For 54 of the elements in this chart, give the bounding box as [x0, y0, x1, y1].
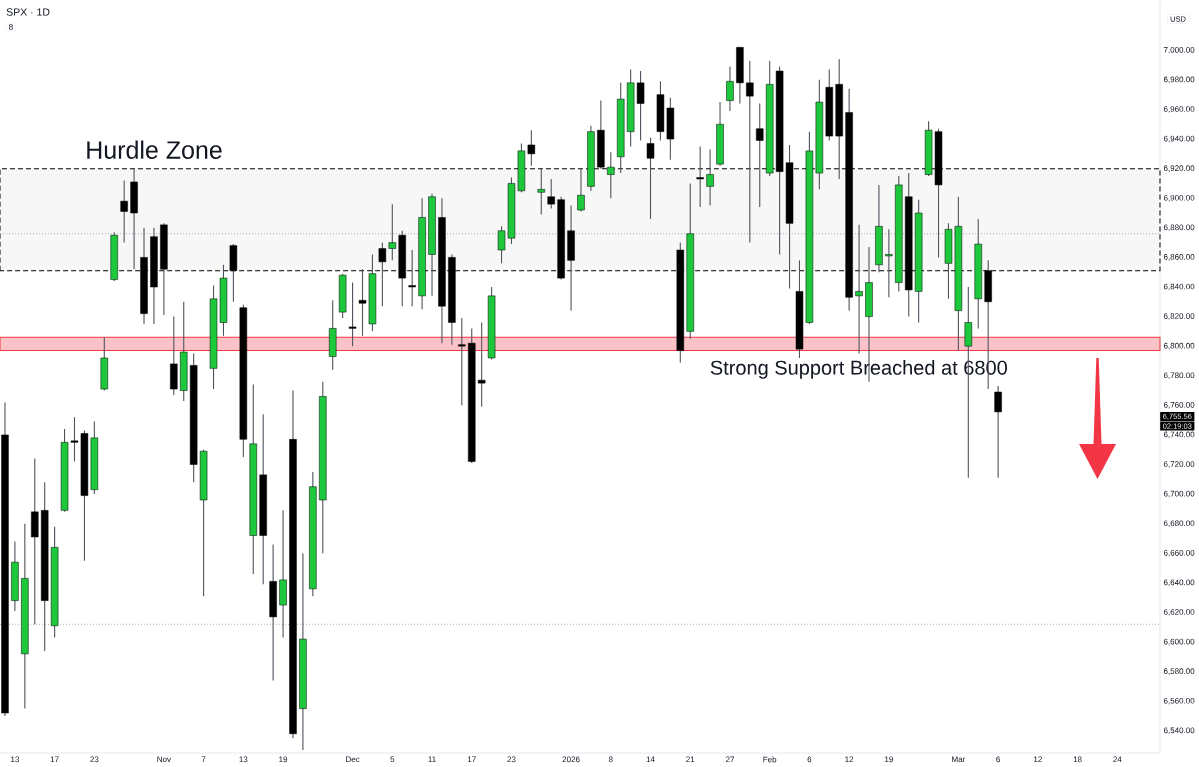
x-tick-label: Feb	[763, 756, 777, 763]
x-tick-label: Nov	[157, 756, 171, 763]
x-tick-label: 5	[390, 756, 395, 763]
y-tick-label: 6,680.00	[1163, 520, 1195, 527]
y-tick-label: 6,600.00	[1163, 638, 1195, 646]
x-tick-label: 12	[1033, 756, 1042, 763]
y-tick-label: 6,760.00	[1163, 402, 1195, 409]
y-tick-label: 6,720.00	[1163, 461, 1195, 468]
y-tick-label: 6,740.00	[1163, 431, 1195, 439]
y-tick-label: 6,880.00	[1163, 224, 1195, 232]
y-tick-label: 6,900.00	[1163, 194, 1195, 202]
x-tick-label: 13	[11, 756, 19, 763]
y-tick-label: 6,580.00	[1163, 668, 1195, 675]
x-tick-label: 13	[239, 756, 248, 763]
x-tick-label: 14	[646, 756, 655, 763]
x-tick-label: Mar	[952, 756, 966, 763]
x-tick-label: Dec	[346, 756, 360, 763]
y-tick-label: 6,840.00	[1163, 283, 1195, 291]
x-tick-label: 6	[996, 756, 1000, 763]
y-tick-label: 6,960.00	[1163, 106, 1195, 113]
x-tick-label: 19	[885, 756, 893, 763]
x-tick-label: 23	[90, 756, 99, 763]
y-tick-label: 6,980.00	[1163, 76, 1195, 84]
y-tick-label: 7,000.00	[1163, 46, 1195, 54]
candlestick	[726, 66, 734, 111]
y-tick-label: 6,640.00	[1163, 579, 1195, 587]
x-tick-label: 8	[608, 756, 613, 763]
x-tick-label: 24	[1113, 756, 1122, 763]
x-tick-label: 7	[201, 756, 206, 763]
x-tick-label: 23	[507, 756, 516, 763]
y-tick-label: 6,620.00	[1163, 609, 1195, 616]
annotation: 8	[9, 24, 13, 30]
x-tick-label: 27	[725, 756, 735, 763]
y-tick-label: 6,820.00	[1163, 313, 1195, 320]
x-tick-label: 17	[467, 756, 476, 763]
y-tick-label: 6,780.00	[1163, 372, 1195, 380]
x-tick-label: 17	[50, 756, 59, 763]
y-tick-label: 6,660.00	[1163, 549, 1195, 557]
y-tick-label: 6,860.00	[1163, 254, 1195, 261]
x-tick-label: 19	[279, 756, 288, 763]
y-tick-label: 6,800.00	[1163, 342, 1195, 350]
band-label: Hurdle Zone	[87, 140, 222, 159]
x-tick-label: 18	[1073, 756, 1082, 763]
x-tick-label: 12	[845, 756, 854, 763]
y-tick-label: 6,700.00	[1163, 490, 1195, 498]
y-tick-label: 6,920.00	[1163, 165, 1195, 172]
x-tick-label: 6	[807, 756, 812, 763]
y-tick-label: 6,940.00	[1163, 135, 1195, 143]
x-tick-label: 11	[428, 756, 436, 763]
y-tick-label: 6,560.00	[1163, 697, 1195, 705]
x-tick-label: 21	[686, 756, 695, 763]
text: SPX · 1D	[6, 8, 50, 16]
y-tick-label: 6,540.00	[1163, 727, 1195, 735]
x-tick-label: 2026	[562, 756, 580, 763]
